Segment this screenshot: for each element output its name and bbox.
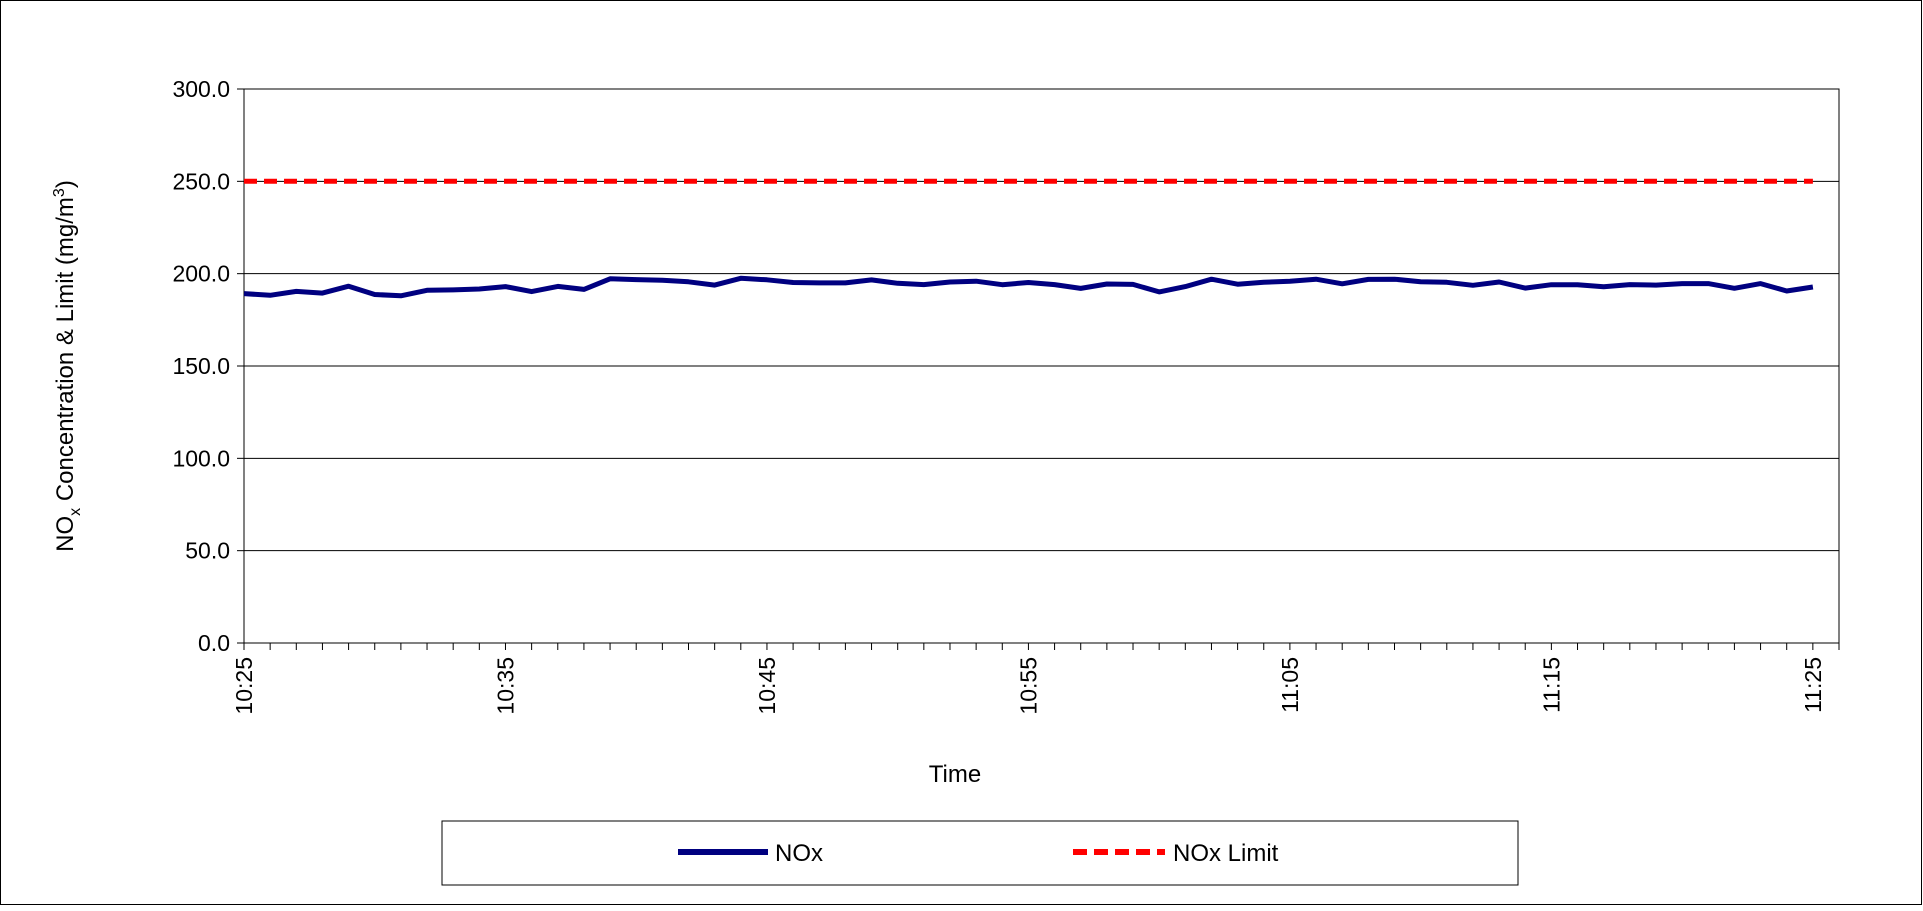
legend-box bbox=[441, 820, 1519, 886]
legend-label-nox: NOx bbox=[775, 840, 823, 867]
y-tick-label: 250.0 bbox=[172, 168, 230, 194]
legend-label-nox-limit: NOx Limit bbox=[1173, 840, 1279, 867]
x-axis: 10:25 10:35 10:45 10:55 11:05 11:15 11:25 bbox=[231, 643, 1840, 715]
x-tick-label: 10:45 bbox=[754, 657, 780, 715]
y-tick-label: 100.0 bbox=[172, 445, 230, 471]
x-tick-label: 10:25 bbox=[231, 657, 257, 715]
series-line-nox bbox=[243, 275, 1814, 299]
legend-item-nox-limit: NOx Limit bbox=[1073, 840, 1279, 867]
x-tick-label: 11:15 bbox=[1538, 657, 1564, 713]
y-tick-label: 0.0 bbox=[198, 630, 230, 656]
x-tick-label: 10:55 bbox=[1015, 657, 1041, 715]
y-axis-label: NOx Concentration & Limit (mg/m3) bbox=[51, 180, 84, 552]
x-tick-label: 11:05 bbox=[1277, 657, 1303, 713]
y-tick-label: 200.0 bbox=[172, 261, 230, 287]
x-tick-label: 10:35 bbox=[492, 657, 518, 715]
x-axis-label: Time bbox=[929, 761, 981, 788]
y-tick-label: 150.0 bbox=[172, 353, 230, 379]
legend-item-nox: NOx bbox=[678, 840, 823, 867]
y-axis: 0.0 50.0 100.0 150.0 200.0 250.0 300.0 bbox=[172, 76, 244, 656]
series-layer bbox=[243, 178, 1814, 299]
y-tick-label: 50.0 bbox=[185, 538, 230, 564]
x-tick-label: 11:25 bbox=[1800, 657, 1826, 713]
y-tick-label: 300.0 bbox=[172, 76, 230, 102]
